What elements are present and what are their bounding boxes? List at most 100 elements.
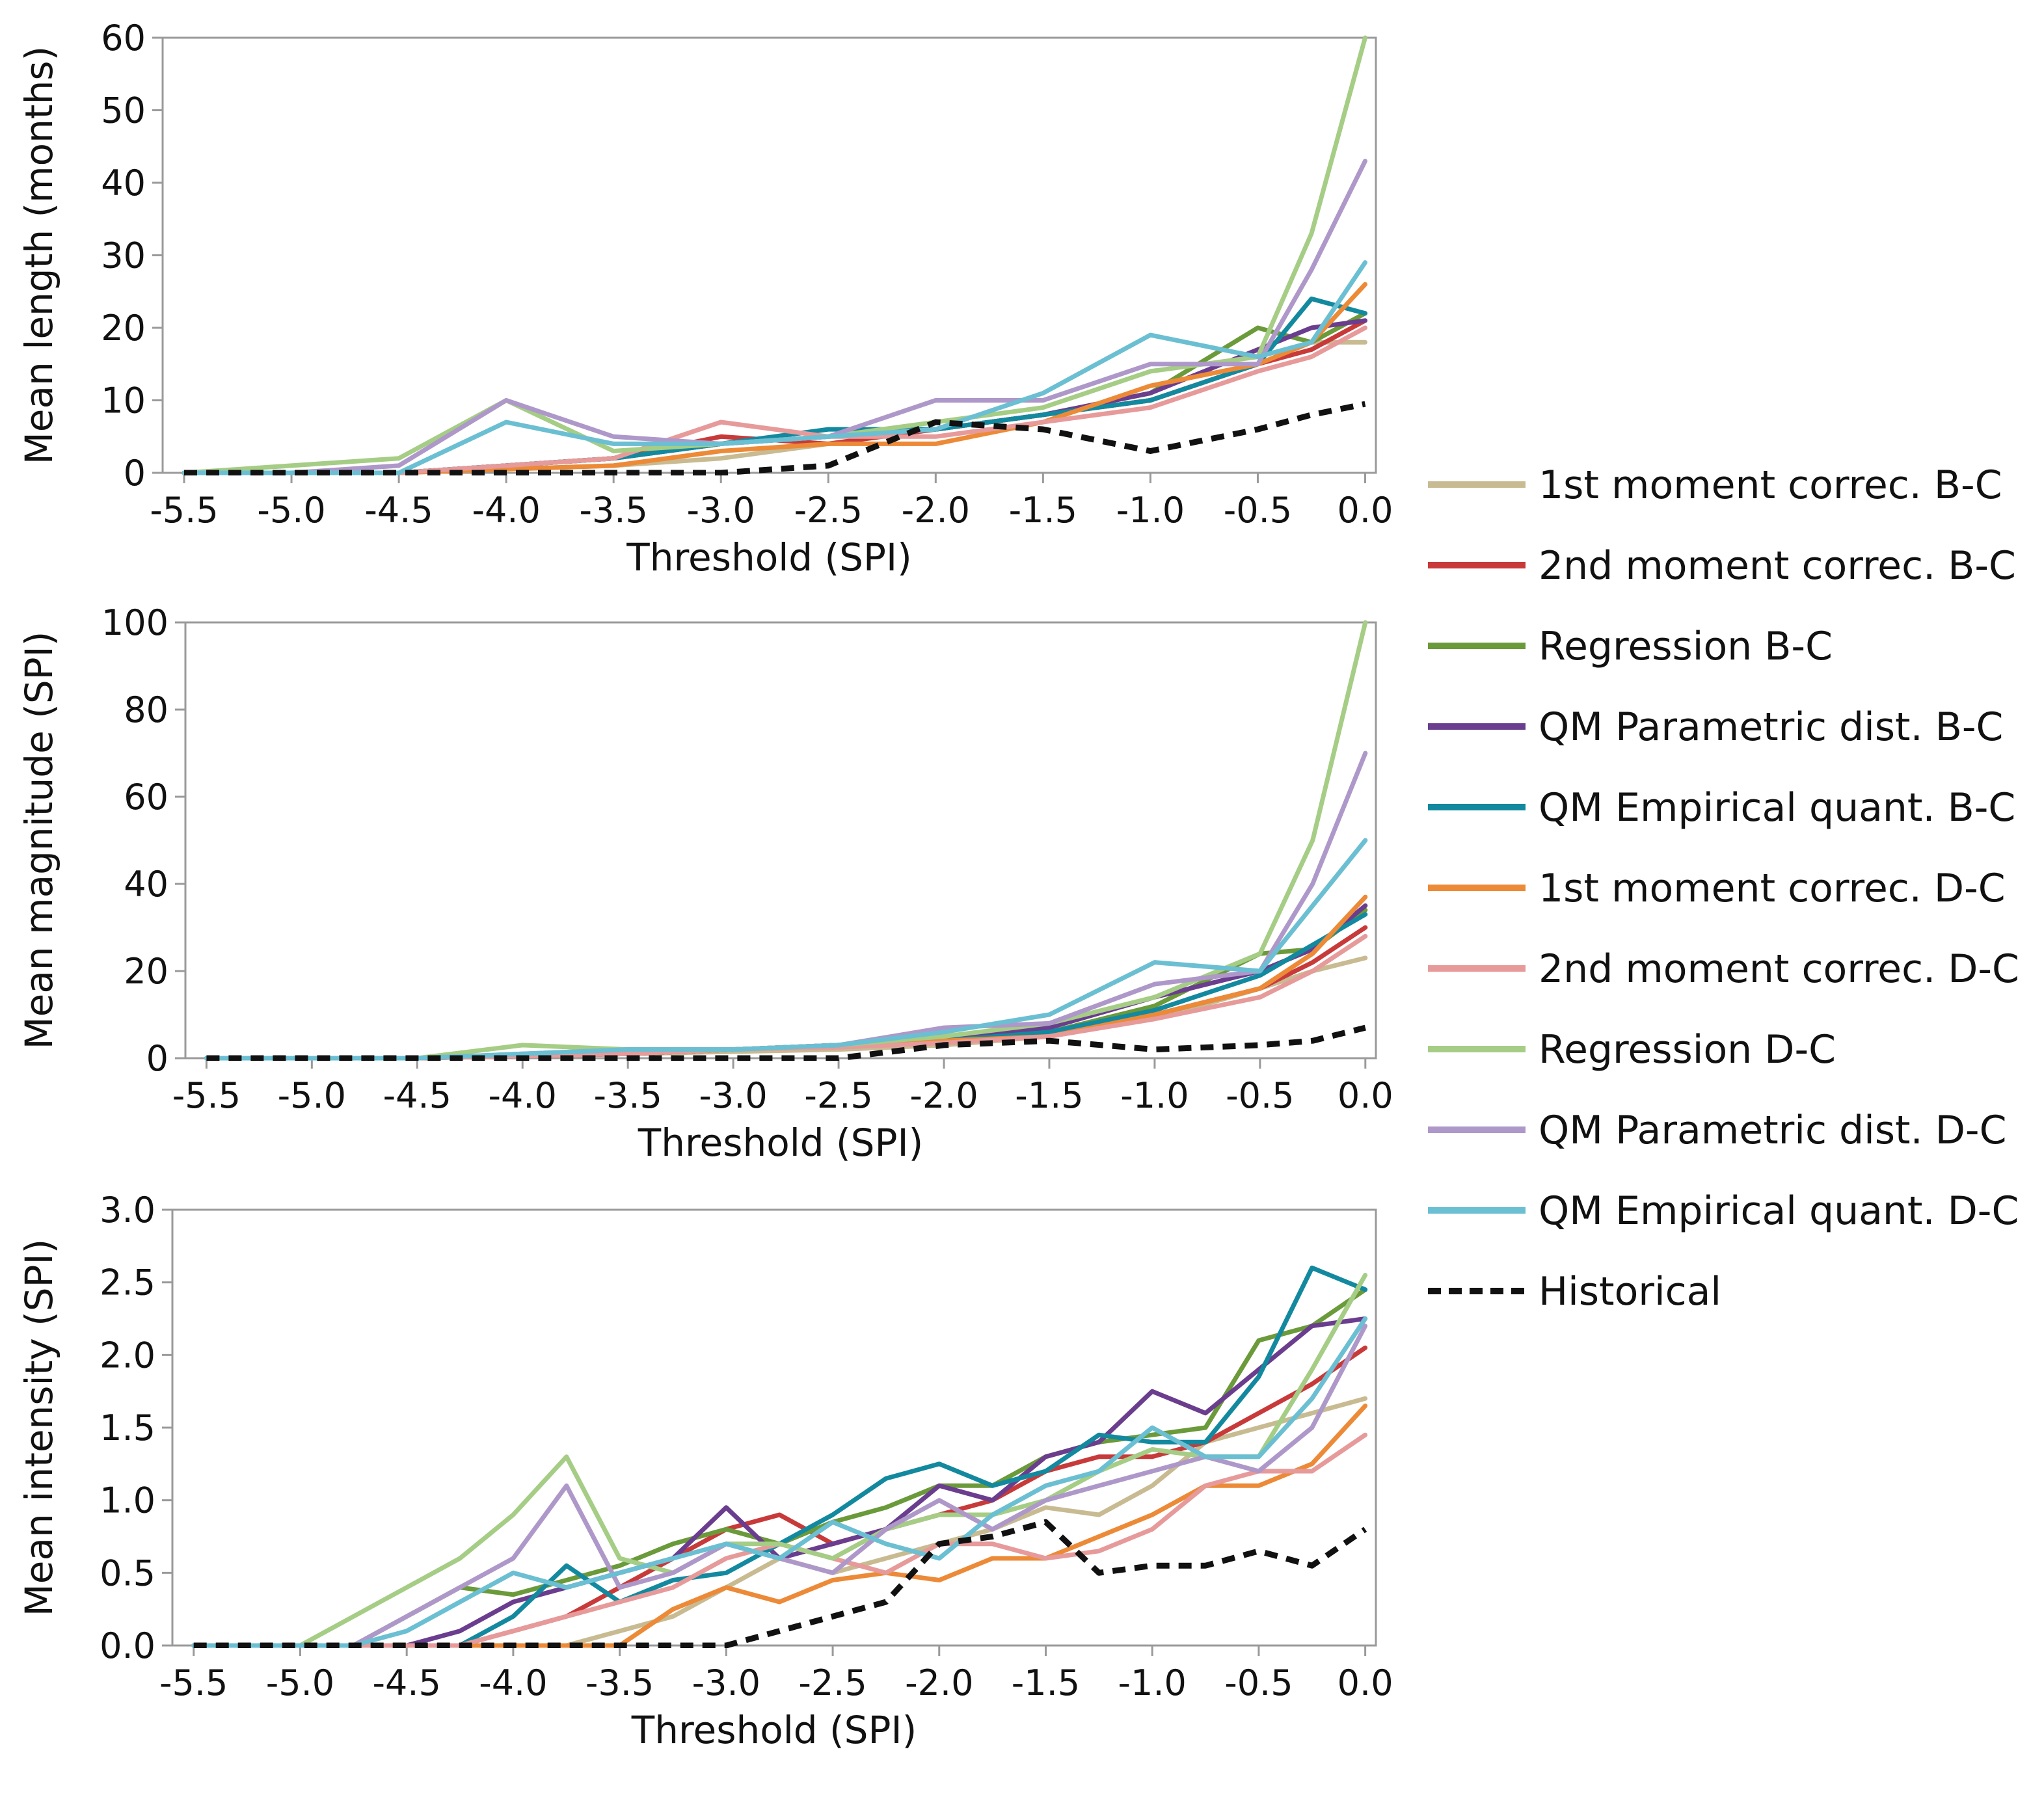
legend-label: 2nd moment correc. D-C: [1539, 946, 2019, 992]
legend-item-hist: Historical: [1428, 1269, 1721, 1314]
x-tick-label: -4.0: [472, 490, 540, 531]
x-tick-label: -3.0: [699, 1075, 767, 1116]
y-axis-title: Mean length (months): [17, 46, 61, 465]
series-line-hist: [193, 1519, 1367, 1648]
y-tick-label: 0.0: [100, 1625, 155, 1666]
panel-length: 0 10 20 30 40 50 60 -5.5 -5.0 -4.5 -4.0 -3.5 -3.0 -2.…: [17, 18, 1393, 580]
legend-label: Historical: [1539, 1269, 1721, 1314]
series-line-s8: [191, 1273, 1368, 1648]
series-line-s2: [204, 925, 1368, 1061]
legend-item-s4: QM Parametric dist. B-C: [1428, 704, 2003, 750]
x-tick-label: -0.5: [1226, 1075, 1294, 1116]
y-tick-label: 60: [124, 777, 168, 818]
legend-item-s6: 1st moment correc. D-C: [1428, 866, 2006, 911]
x-axis-title: Threshold (SPI): [631, 1708, 917, 1752]
series-lines: [204, 620, 1368, 1061]
series-line-s4: [191, 1316, 1368, 1648]
legend-label: QM Parametric dist. B-C: [1539, 704, 2003, 750]
legend-label: QM Parametric dist. D-C: [1539, 1108, 2006, 1153]
series-line-s1: [204, 955, 1368, 1061]
x-axis-title: Threshold (SPI): [626, 535, 911, 580]
x-tick-label: -2.0: [909, 1075, 978, 1116]
x-tick-label: -1.0: [1116, 490, 1185, 531]
x-tick-label: -0.5: [1224, 490, 1292, 531]
x-tick-label: -5.0: [257, 490, 325, 531]
y-tick-label: 10: [101, 380, 146, 421]
y-axis-title: Mean intensity (SPI): [17, 1239, 61, 1617]
legend-label: QM Empirical quant. B-C: [1539, 785, 2015, 831]
y-tick-label: 0: [124, 453, 146, 494]
y-tick-label: 40: [101, 163, 146, 204]
series-line-s8: [204, 620, 1368, 1061]
y-tick-label: 20: [101, 308, 146, 349]
series-line-s10: [191, 1316, 1368, 1648]
series-line-hist: [184, 401, 1366, 475]
y-axis-title: Mean magnitude (SPI): [17, 632, 61, 1050]
y-tick-label: 1.5: [100, 1407, 155, 1448]
x-tick-label: -1.5: [1009, 490, 1077, 531]
x-tick-label: 0.0: [1338, 490, 1393, 531]
series-line-s9: [191, 1324, 1368, 1648]
y-tick-label: 30: [101, 235, 146, 276]
series-lines: [191, 1265, 1368, 1648]
x-tick-label: -5.5: [159, 1662, 228, 1703]
panel-intensity: 0.0 0.5 1.0 1.5 2.0 2.5 3.0 -5.5 -5.0 -4.5 -4.0 -3.…: [17, 1190, 1393, 1752]
x-tick-label: -3.0: [692, 1662, 760, 1703]
x-tick-label: -2.5: [798, 1662, 867, 1703]
x-tick-label: -4.5: [364, 490, 433, 531]
y-tick-label: 0.5: [100, 1552, 155, 1593]
legend-label: QM Empirical quant. D-C: [1539, 1188, 2019, 1234]
x-tick-label: -4.0: [479, 1662, 547, 1703]
series-line-s10: [204, 838, 1368, 1061]
chart-panels: 0 10 20 30 40 50 60 -5.5 -5.0 -4.5 -4.0 -3.5 -3.0 -2.…: [17, 18, 1393, 1752]
legend-item-s5: QM Empirical quant. B-C: [1428, 785, 2015, 831]
legend-item-s2: 2nd moment correc. B-C: [1428, 543, 2016, 589]
x-tick-label: -4.0: [489, 1075, 557, 1116]
x-tick-label: -3.0: [687, 490, 755, 531]
x-tick-label: -5.5: [172, 1075, 241, 1116]
x-tick-label: -1.0: [1120, 1075, 1189, 1116]
y-tick-label: 40: [124, 864, 168, 905]
y-tick-label: 1.0: [100, 1480, 155, 1521]
series-line-s9: [182, 159, 1367, 475]
x-tick-label: -2.5: [804, 1075, 872, 1116]
y-tick-label: 80: [124, 689, 168, 730]
legend-label: Regression D-C: [1539, 1027, 1836, 1073]
x-tick-label: -1.5: [1015, 1075, 1083, 1116]
y-tick-label: 0: [146, 1038, 168, 1079]
x-tick-label: -5.0: [278, 1075, 346, 1116]
x-axis-title: Threshold (SPI): [638, 1121, 923, 1165]
series-line-hist: [206, 1024, 1366, 1061]
x-tick-label: -0.5: [1224, 1662, 1293, 1703]
legend-item-s9: QM Parametric dist. D-C: [1428, 1108, 2006, 1153]
legend: 1st moment correc. B-C 2nd moment correc.…: [1428, 462, 2019, 1314]
y-tick-label: 2.0: [100, 1335, 155, 1376]
x-tick-label: -5.5: [150, 490, 218, 531]
y-tick-label: 20: [124, 951, 168, 992]
panel-magnitude: 0 20 40 60 80 100 -5.5 -5.0 -4.5 -4.0 -3.5 -3.0 -2.5…: [17, 602, 1393, 1165]
x-tick-label: -2.0: [905, 1662, 973, 1703]
y-tick-label: 3.0: [100, 1190, 155, 1231]
legend-label: 2nd moment correc. B-C: [1539, 543, 2016, 589]
x-tick-label: -1.5: [1012, 1662, 1080, 1703]
x-tick-label: -3.5: [593, 1075, 662, 1116]
series-line-s10: [182, 260, 1367, 475]
x-tick-label: -1.0: [1118, 1662, 1187, 1703]
legend-item-s7: 2nd moment correc. D-C: [1428, 946, 2019, 992]
legend-item-s8: Regression D-C: [1428, 1027, 1836, 1073]
series-line-s3: [191, 1287, 1368, 1648]
plot-frame: [184, 621, 1377, 1059]
series-line-s7: [191, 1432, 1368, 1648]
legend-label: Regression B-C: [1539, 624, 1833, 669]
legend-item-s10: QM Empirical quant. D-C: [1428, 1188, 2019, 1234]
legend-item-s1: 1st moment correc. B-C: [1428, 462, 2002, 508]
plot-frame: [161, 36, 1377, 474]
legend-label: 1st moment correc. D-C: [1539, 866, 2006, 911]
legend-item-s3: Regression B-C: [1428, 624, 1833, 669]
legend-label: 1st moment correc. B-C: [1539, 462, 2002, 508]
x-tick-label: 0.0: [1338, 1075, 1393, 1116]
y-tick-label: 60: [101, 18, 146, 59]
x-tick-label: -4.5: [383, 1075, 451, 1116]
y-tick-label: 2.5: [100, 1262, 155, 1303]
